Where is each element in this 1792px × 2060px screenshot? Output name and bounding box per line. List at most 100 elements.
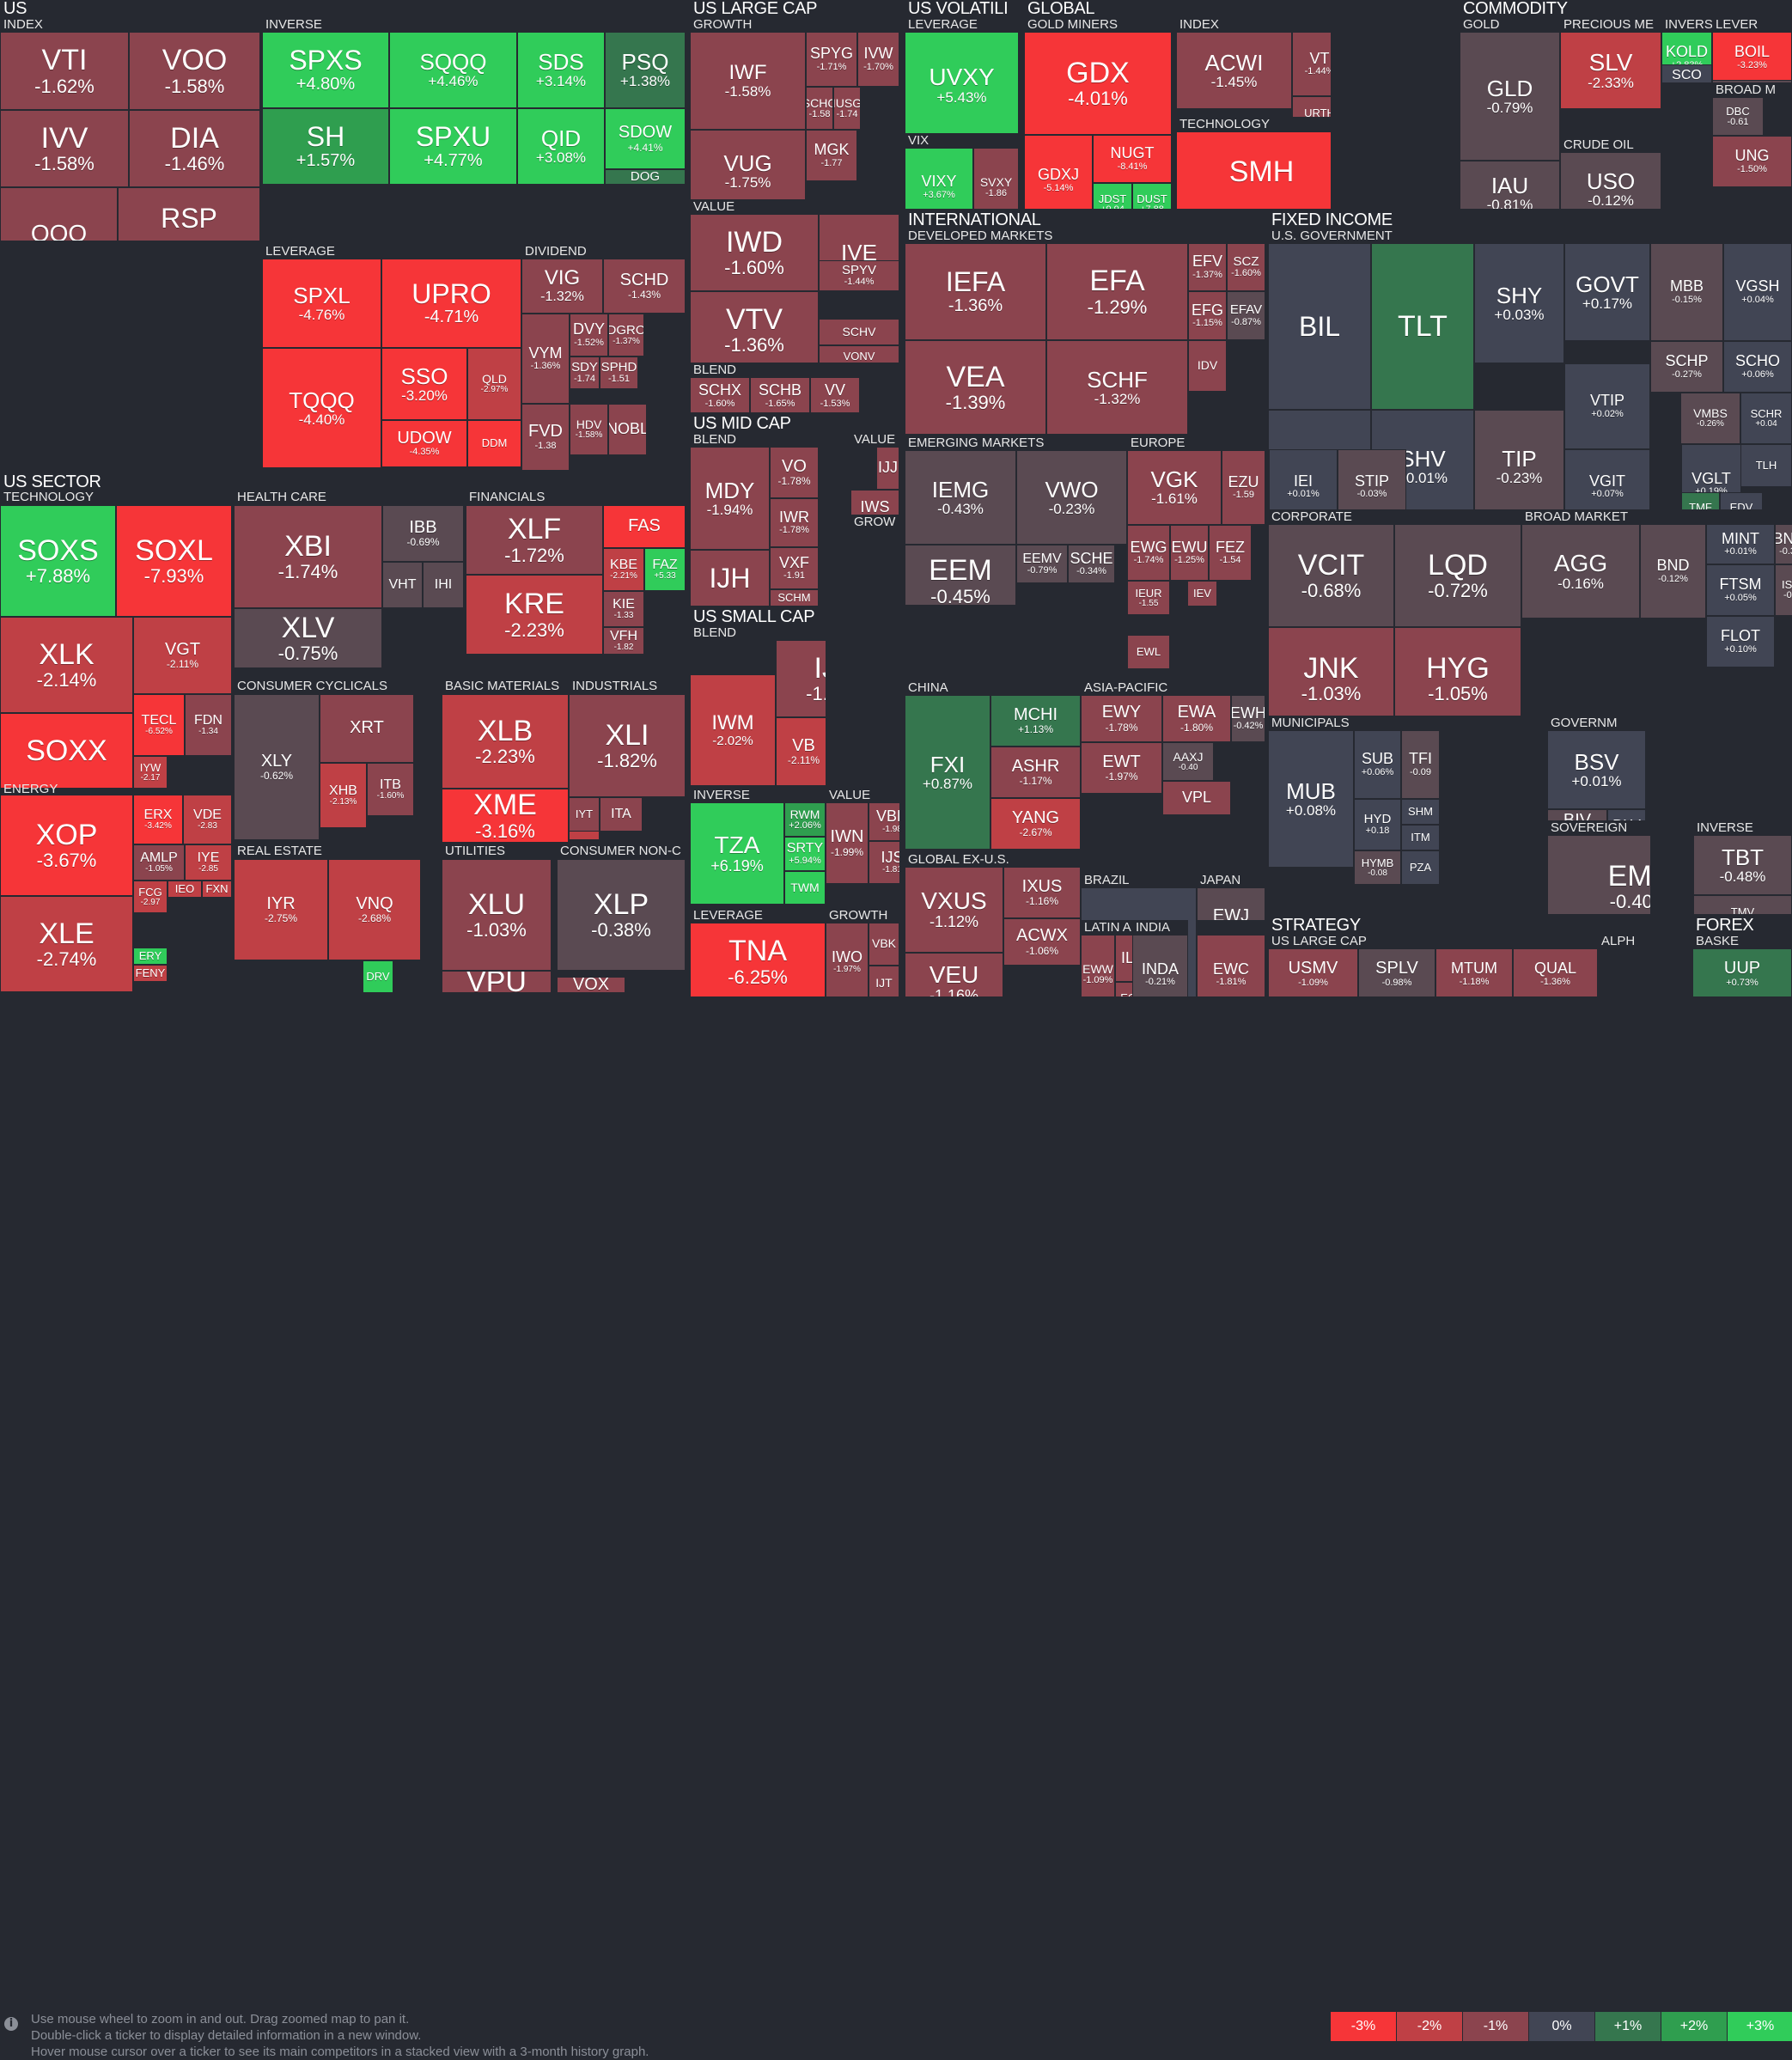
ticker-tile-iei[interactable]: IEI +0.01% bbox=[1269, 449, 1338, 509]
ticker-tile-xlp[interactable]: XLP -0.38% bbox=[557, 859, 686, 971]
ticker-tile-dog[interactable]: DOG bbox=[605, 169, 686, 185]
ticker-tile-xle[interactable]: XLE -2.74% bbox=[0, 896, 133, 992]
ticker-tile-vo[interactable]: VO -1.78% bbox=[770, 447, 819, 498]
ticker-tile-ijs[interactable]: IJS-1.81 bbox=[869, 841, 899, 884]
ticker-tile-stip[interactable]: STIP -0.03% bbox=[1338, 449, 1406, 509]
ticker-tile-iyr[interactable]: IYR -2.75% bbox=[234, 859, 328, 960]
ticker-tile-mub[interactable]: MUB +0.08% bbox=[1268, 730, 1354, 868]
ticker-tile-gdx[interactable]: GDX -4.01% bbox=[1024, 32, 1172, 135]
ticker-tile-schx[interactable]: SCHX -1.60% bbox=[690, 377, 750, 412]
ticker-tile-ashr[interactable]: ASHR -1.17% bbox=[990, 747, 1081, 798]
ticker-tile-uso[interactable]: USO -0.12% bbox=[1560, 152, 1661, 209]
ticker-tile-iwr[interactable]: IWR -1.78% bbox=[770, 498, 819, 547]
ticker-tile-dust[interactable]: DUST+7.88 bbox=[1132, 183, 1172, 209]
ticker-tile-spxu[interactable]: SPXU +4.77% bbox=[389, 108, 517, 185]
ticker-tile-scho[interactable]: SCHO +0.06% bbox=[1723, 341, 1792, 393]
ticker-tile-ftsm[interactable]: FTSM +0.05% bbox=[1706, 564, 1775, 616]
ticker-tile-ivw[interactable]: IVW -1.70% bbox=[857, 32, 899, 87]
ticker-tile-svxy[interactable]: SVXY -1.86 bbox=[973, 148, 1019, 209]
ticker-tile-udow[interactable]: UDOW -4.35% bbox=[381, 420, 467, 467]
ticker-tile-vbr[interactable]: VBR-1.98 bbox=[869, 802, 899, 841]
ticker-tile-psq[interactable]: PSQ +1.38% bbox=[605, 32, 686, 108]
ticker-tile-schr[interactable]: SCHR +0.04 bbox=[1740, 393, 1792, 444]
ticker-tile-vox[interactable]: VOX bbox=[557, 977, 625, 993]
ticker-tile-uup[interactable]: UUP +0.73% bbox=[1692, 948, 1792, 996]
ticker-tile-smh[interactable]: SMH bbox=[1176, 131, 1331, 209]
ticker-tile-tip[interactable]: TIP -0.23% bbox=[1474, 410, 1564, 509]
ticker-tile-schb[interactable]: SCHB -1.65% bbox=[750, 377, 810, 412]
ticker-tile-schv[interactable]: SCHV bbox=[819, 319, 899, 345]
ticker-tile-lqd[interactable]: LQD -0.72% bbox=[1394, 524, 1521, 627]
ticker-tile-soxx[interactable]: SOXX bbox=[0, 713, 133, 789]
ticker-tile-qld[interactable]: QLD -2.97% bbox=[467, 348, 521, 420]
ticker-tile-efv[interactable]: EFV -1.37% bbox=[1188, 243, 1227, 291]
ticker-tile-vfh[interactable]: VFH -1.82 bbox=[603, 627, 644, 655]
ticker-tile-drv[interactable]: DRV bbox=[363, 960, 393, 993]
ticker-tile-xly[interactable]: XLY -0.62% bbox=[234, 694, 320, 840]
ticker-tile-vgsh[interactable]: VGSH +0.04% bbox=[1723, 243, 1792, 341]
ticker-tile-srty[interactable]: SRTY +5.94% bbox=[784, 837, 826, 871]
ticker-tile-bnd[interactable]: BND -0.12% bbox=[1640, 524, 1706, 619]
ticker-tile-iev[interactable]: IEV bbox=[1187, 581, 1217, 606]
ticker-tile-vgk[interactable]: VGK -1.61% bbox=[1127, 450, 1222, 525]
etf-heatmap[interactable]: US INDEX VTI -1.62% VOO -1.58% IVV -1.58% DIA -1.… bbox=[0, 0, 1792, 996]
ticker-tile-sub[interactable]: SUB +0.06% bbox=[1354, 730, 1401, 799]
ticker-tile-veu[interactable]: VEU -1.16% bbox=[905, 953, 1003, 996]
ticker-tile-vht[interactable]: VHT bbox=[382, 562, 423, 608]
ticker-tile-ieo[interactable]: IEO bbox=[168, 881, 202, 898]
ticker-tile-xrt[interactable]: XRT bbox=[320, 694, 414, 763]
ticker-tile-mbb[interactable]: MBB -0.15% bbox=[1650, 243, 1723, 341]
ticker-tile-vt[interactable]: VT-1.44% bbox=[1292, 32, 1331, 96]
ticker-tile-fdn[interactable]: FDN -1.34 bbox=[185, 694, 232, 756]
ticker-tile-schf[interactable]: SCHF -1.32% bbox=[1046, 340, 1188, 435]
ticker-tile-dia[interactable]: DIA -1.46% bbox=[129, 110, 260, 187]
ticker-tile-rwm[interactable]: RWM +2.06% bbox=[784, 802, 826, 837]
ticker-tile-eem[interactable]: EEM -0.45% bbox=[905, 545, 1016, 605]
ticker-tile-emb[interactable]: EMB-0.40% bbox=[1547, 835, 1650, 914]
ticker-tile-fcg[interactable]: FCG -2.97 bbox=[133, 881, 168, 913]
ticker-tile-vmbs[interactable]: VMBS -0.26% bbox=[1680, 393, 1740, 444]
ticker-tile-xbi[interactable]: XBI -1.74% bbox=[234, 505, 382, 608]
ticker-tile-mtum[interactable]: MTUM -1.18% bbox=[1435, 948, 1513, 996]
ticker-tile-iyw[interactable]: IYW -2.17 bbox=[133, 756, 168, 789]
ticker-tile-shy[interactable]: SHY +0.03% bbox=[1474, 243, 1564, 363]
ticker-tile-efa[interactable]: EFA -1.29% bbox=[1046, 243, 1188, 340]
ticker-tile-bndx[interactable]: BNDX-0.37% bbox=[1775, 524, 1792, 564]
ticker-tile-edv[interactable]: EDV bbox=[1720, 492, 1763, 509]
ticker-tile-vea[interactable]: VEA -1.39% bbox=[905, 340, 1046, 435]
ticker-tile-mint[interactable]: MINT +0.01% bbox=[1706, 524, 1775, 564]
ticker-tile-mgk[interactable]: MGK -1.77 bbox=[806, 130, 857, 181]
ticker-tile-flot[interactable]: FLOT +0.10% bbox=[1706, 616, 1775, 667]
ticker-tile-xme[interactable]: XME -3.16% bbox=[442, 789, 569, 843]
ticker-tile-ilf[interactable]: ILF bbox=[1115, 935, 1132, 982]
ticker-tile-fxi[interactable]: FXI +0.87% bbox=[905, 695, 990, 850]
legend-plus-2[interactable]: +2% bbox=[1661, 2012, 1728, 2041]
ticker-tile-iusg[interactable]: IUSG -1.74 bbox=[833, 87, 861, 130]
ticker-tile-kre[interactable]: KRE -2.23% bbox=[466, 575, 603, 655]
ticker-tile-iwm[interactable]: IWM -2.02% bbox=[690, 674, 776, 786]
ticker-tile-shm[interactable]: SHM bbox=[1401, 799, 1440, 825]
ticker-tile-iwd[interactable]: IWD -1.60% bbox=[690, 214, 819, 291]
ticker-tile-sdy[interactable]: SDY -1.74 bbox=[570, 357, 600, 389]
ticker-tile-xhb[interactable]: XHB -2.13% bbox=[320, 763, 367, 828]
ticker-tile-vv[interactable]: VV -1.53% bbox=[810, 377, 860, 412]
ticker-tile-qual[interactable]: QUAL -1.36% bbox=[1513, 948, 1598, 996]
ticker-tile-ewl[interactable]: EWL bbox=[1127, 635, 1170, 669]
ticker-tile-slv[interactable]: SLV -2.33% bbox=[1560, 32, 1661, 109]
ticker-tile-vde[interactable]: VDE -2.83 bbox=[183, 795, 232, 844]
ticker-tile-rsp[interactable]: RSP bbox=[118, 187, 260, 241]
ticker-tile-fvd[interactable]: FVD -1.38 bbox=[521, 404, 570, 471]
ticker-tile-ery[interactable]: ERY bbox=[133, 948, 168, 965]
ticker-tile-scz[interactable]: SCZ -1.60% bbox=[1227, 243, 1265, 291]
ticker-tile-ihi[interactable]: IHI bbox=[423, 562, 464, 608]
ticker-tile-vonv[interactable]: VONV bbox=[819, 345, 899, 363]
ticker-tile-vgt[interactable]: VGT -2.11% bbox=[133, 617, 232, 694]
ticker-tile-ezu[interactable]: EZU -1.59 bbox=[1222, 450, 1265, 525]
ticker-tile-sphd[interactable]: SPHD -1.51 bbox=[600, 357, 638, 389]
ticker-tile-sco[interactable]: SCO+0.23% bbox=[1661, 64, 1712, 82]
ticker-tile-ewy[interactable]: EWY -1.78% bbox=[1081, 695, 1162, 742]
ticker-tile-xli[interactable]: XLI -1.82% bbox=[569, 694, 686, 797]
ticker-tile-kie[interactable]: KIE -1.33 bbox=[603, 591, 644, 627]
ticker-tile-ibb[interactable]: IBB -0.69% bbox=[382, 505, 464, 562]
ticker-tile-sche[interactable]: SCHE -0.34% bbox=[1068, 545, 1115, 583]
